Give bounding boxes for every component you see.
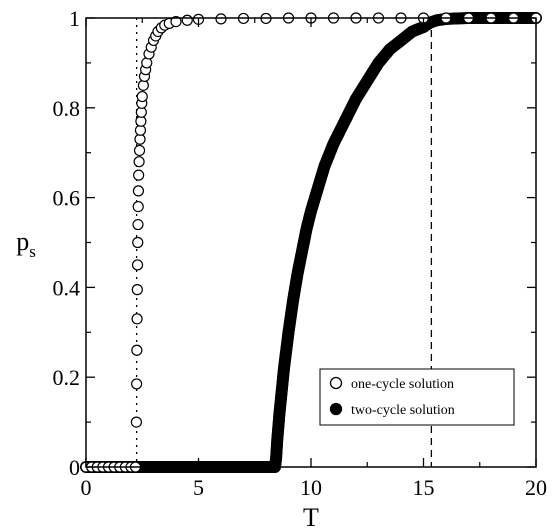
point-one-cycle [170, 15, 182, 28]
legend-label-two-cycle: two-cycle solution [351, 403, 455, 418]
x-tick-label: 5 [193, 475, 204, 500]
y-axis-label-main: p [16, 227, 29, 256]
point-one-cycle [136, 90, 148, 103]
legend-label-one-cycle: one-cycle solution [351, 377, 454, 392]
point-one-cycle [131, 284, 143, 296]
legend-marker-two-cycle [329, 402, 343, 416]
point-one-cycle [132, 218, 144, 231]
y-tick-label: 0.8 [53, 96, 81, 121]
x-axis-label: T [303, 503, 319, 531]
point-one-cycle [133, 156, 145, 168]
y-tick-label: 0.6 [53, 186, 81, 211]
x-tick-label: 10 [300, 475, 322, 500]
axis-ticks: 0 5 10 15 20 0 0.2 0.4 0.6 0.8 1 [53, 6, 548, 500]
y-tick-label: 1 [69, 6, 80, 31]
y-tick-label: 0.2 [53, 365, 81, 390]
point-one-cycle [131, 313, 143, 325]
x-tick-label: 15 [413, 475, 435, 500]
point-one-cycle [132, 200, 144, 213]
legend-marker-one-cycle [329, 376, 343, 390]
point-one-cycle [181, 14, 193, 26]
x-tick-label: 0 [81, 475, 92, 500]
point-one-cycle [131, 378, 143, 390]
point-one-cycle [132, 236, 144, 249]
point-one-cycle [215, 13, 227, 25]
point-one-cycle [132, 185, 145, 197]
point-one-cycle [141, 57, 153, 69]
x-tick-label: 20 [525, 475, 547, 500]
y-tick-label: 0.4 [53, 275, 81, 300]
point-one-cycle [131, 259, 144, 271]
y-axis-label: ps [16, 227, 36, 261]
y-axis-label-subscript: s [29, 242, 36, 261]
y-tick-label: 0 [69, 455, 80, 480]
point-one-cycle [133, 144, 146, 157]
point-one-cycle [133, 169, 145, 181]
legend: one-cycle solution two-cycle solution [319, 368, 515, 426]
point-one-cycle [130, 416, 142, 428]
legend-box [319, 368, 515, 426]
point-one-cycle [131, 344, 143, 356]
